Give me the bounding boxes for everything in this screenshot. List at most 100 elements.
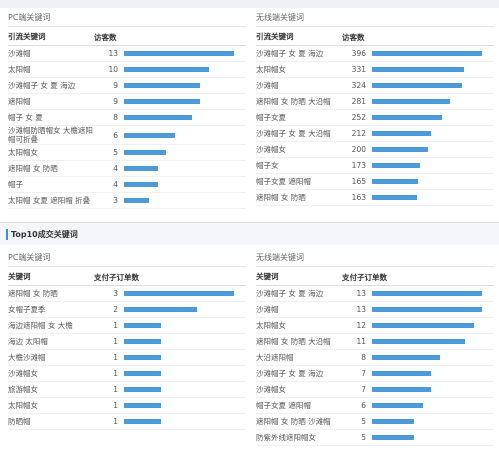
keyword: 帽子女夏 遮阳帽 bbox=[256, 177, 311, 186]
table-row: 帽子女夏 遮阳帽 165 bbox=[256, 174, 494, 190]
table-header: 关键词 支付子订单数 bbox=[8, 272, 246, 286]
bar bbox=[124, 150, 167, 155]
bar bbox=[372, 163, 421, 168]
bar bbox=[372, 83, 462, 88]
table-row: 帽子女 173 bbox=[256, 158, 494, 174]
bar bbox=[124, 166, 158, 171]
value: 10 bbox=[108, 65, 118, 74]
keyword: 沙滩帽女 bbox=[256, 145, 286, 154]
bar bbox=[372, 147, 428, 152]
bar bbox=[124, 403, 161, 408]
top-strip bbox=[0, 0, 499, 8]
bar-track bbox=[124, 166, 236, 171]
value: 324 bbox=[351, 81, 366, 90]
bar bbox=[372, 51, 482, 56]
bar-track bbox=[124, 67, 236, 72]
bar-track bbox=[124, 99, 236, 104]
table-header: 引流关键词 访客数 bbox=[8, 32, 246, 46]
bar bbox=[372, 115, 442, 120]
bar-track bbox=[372, 115, 484, 120]
keyword: 沙滩帽 bbox=[256, 305, 279, 314]
keyword: 太阳帽女 bbox=[8, 148, 38, 157]
value: 2 bbox=[113, 305, 118, 314]
bar bbox=[124, 307, 198, 312]
bar bbox=[124, 51, 234, 56]
bar bbox=[372, 99, 451, 104]
bar bbox=[124, 182, 158, 187]
keyword: 海边 太阳帽 bbox=[8, 337, 48, 346]
bar bbox=[124, 132, 175, 138]
table-row: 遮阳帽 女 防晒 163 bbox=[256, 190, 494, 206]
value: 5 bbox=[113, 148, 118, 157]
bar-track bbox=[124, 339, 236, 344]
keyword: 防晒帽 bbox=[8, 417, 31, 426]
value: 3 bbox=[113, 196, 118, 205]
bar-track bbox=[124, 198, 236, 203]
table-row: 防晒帽 1 bbox=[8, 414, 246, 430]
bar bbox=[372, 339, 466, 344]
keyword: 沙滩帽女 bbox=[256, 385, 286, 394]
bar-track bbox=[372, 195, 484, 200]
keyword: 沙滩帽防晒帽女 大檐遮阳帽可折叠 bbox=[8, 126, 93, 144]
column-header: 引流关键词 bbox=[8, 32, 46, 41]
bar-track bbox=[372, 403, 484, 408]
bar-track bbox=[372, 51, 484, 56]
bar bbox=[372, 355, 440, 360]
keyword: 沙滩帽子 女 夏 大沿帽 bbox=[256, 129, 331, 138]
table-row: 太阳帽 10 bbox=[8, 62, 246, 78]
column-header: 引流关键词 bbox=[256, 32, 294, 41]
value: 1 bbox=[113, 353, 118, 362]
bar bbox=[372, 67, 464, 72]
keyword: 太阳帽 bbox=[8, 65, 31, 74]
keyword: 帽子女夏 bbox=[256, 113, 286, 122]
panel-title: 无线端关键词 bbox=[256, 252, 494, 267]
table-row: 遮阳帽 女 防晒 大沿帽 281 bbox=[256, 94, 494, 110]
table-row: 太阳帽女 5 bbox=[8, 145, 246, 161]
keyword: 遮阳帽 女 防晒 bbox=[8, 289, 58, 298]
table-row: 海边遮阳帽 女 大檐 1 bbox=[8, 318, 246, 334]
bar-track bbox=[124, 51, 236, 56]
keyword: 帽子女 bbox=[256, 161, 279, 170]
bar bbox=[372, 307, 482, 312]
value: 7 bbox=[361, 369, 366, 378]
bar bbox=[124, 419, 161, 424]
value: 212 bbox=[351, 129, 366, 138]
keyword: 遮阳帽 女 防晒 沙滩帽 bbox=[256, 417, 331, 426]
bar-track bbox=[372, 339, 484, 344]
bar-track bbox=[124, 387, 236, 392]
value: 4 bbox=[113, 164, 118, 173]
table-row: 大檐沙滩帽 1 bbox=[8, 350, 246, 366]
value: 8 bbox=[361, 353, 366, 362]
column-header: 访客数 bbox=[342, 33, 365, 42]
table-row: 遮阳帽 女 防晒 3 bbox=[8, 286, 246, 302]
section-header: Top10成交关键词 bbox=[0, 222, 499, 245]
bar-track bbox=[372, 387, 484, 392]
keyword: 旅游帽女 bbox=[8, 385, 38, 394]
table-row: 海边 太阳帽 1 bbox=[8, 334, 246, 350]
table-row: 遮阳帽 女 防晒 大沿帽 11 bbox=[256, 334, 494, 350]
bar-track bbox=[372, 291, 484, 296]
bar-track bbox=[124, 132, 236, 138]
value: 163 bbox=[351, 193, 366, 202]
value: 252 bbox=[351, 113, 366, 122]
keyword: 太阳帽女 bbox=[256, 65, 286, 74]
table-row: 沙滩帽子 女 夏 海边 7 bbox=[256, 366, 494, 382]
table-row: 女帽子夏季 2 bbox=[8, 302, 246, 318]
keyword: 遮阳帽 bbox=[8, 97, 31, 106]
bar-track bbox=[372, 83, 484, 88]
column-header: 支付子订单数 bbox=[342, 273, 387, 282]
table-row: 沙滩帽子 女 夏 海边 13 bbox=[256, 286, 494, 302]
bar bbox=[372, 403, 423, 408]
bar bbox=[372, 419, 415, 424]
keyword: 遮阳帽 女 防晒 大沿帽 bbox=[256, 337, 331, 346]
table-row: 帽子女夏 252 bbox=[256, 110, 494, 126]
value: 165 bbox=[351, 177, 366, 186]
table-row: 太阳帽 女夏 遮阳帽 折叠 3 bbox=[8, 193, 246, 209]
table-row: 沙滩帽 324 bbox=[256, 78, 494, 94]
value: 1 bbox=[113, 369, 118, 378]
value: 396 bbox=[351, 49, 366, 58]
bar-track bbox=[124, 403, 236, 408]
keyword: 防紫外线遮阳帽女 bbox=[256, 433, 316, 442]
bar-track bbox=[372, 371, 484, 376]
table-row: 太阳帽女 331 bbox=[256, 62, 494, 78]
